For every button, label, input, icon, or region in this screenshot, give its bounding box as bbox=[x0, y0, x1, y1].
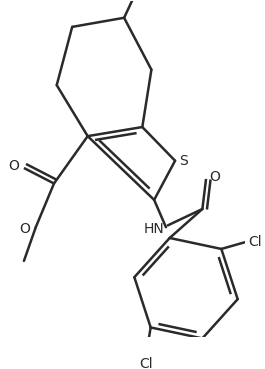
Text: O: O bbox=[19, 222, 30, 236]
Text: HN: HN bbox=[143, 222, 164, 236]
Text: Cl: Cl bbox=[139, 356, 153, 369]
Text: O: O bbox=[8, 159, 19, 173]
Text: Cl: Cl bbox=[249, 235, 262, 249]
Text: O: O bbox=[209, 170, 220, 184]
Text: S: S bbox=[179, 154, 187, 168]
